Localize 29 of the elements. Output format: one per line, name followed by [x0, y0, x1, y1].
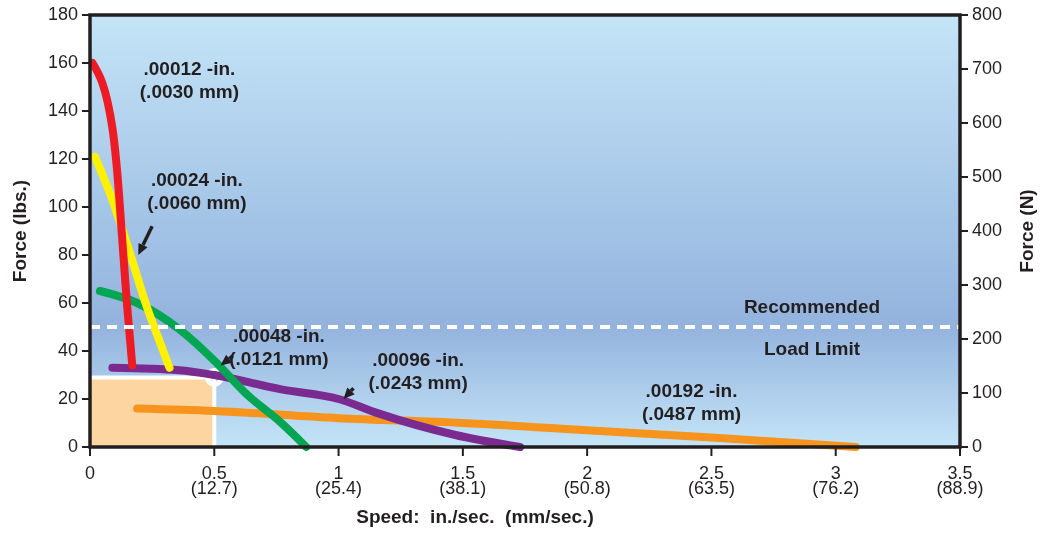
y2-axis-title: Force (N) [1016, 189, 1037, 273]
y-tick-label: 120 [47, 147, 78, 168]
x-axis-title: Speed: in./sec. (mm/sec.) [356, 506, 594, 527]
y2-tick-label: 300 [972, 273, 1003, 294]
series-label: .00048 -in. (.0121 mm) [229, 325, 329, 370]
y-tick-label: 0 [67, 435, 78, 456]
ref-line-label: Recommended Load Limit [743, 296, 881, 359]
y-tick-label: 160 [47, 51, 78, 72]
y2-tick-label: 700 [972, 57, 1003, 78]
y-tick-label: 60 [57, 291, 78, 312]
y-tick-label: 100 [47, 195, 78, 216]
y-tick-label: 40 [57, 339, 78, 360]
series-label: .00024 -in. (.0060 mm) [147, 169, 247, 214]
y2-tick-label: 500 [972, 165, 1003, 186]
series-label: .00096 -in. (.0243 mm) [368, 349, 468, 394]
y-tick-label: 180 [47, 3, 78, 24]
series-label: .00012 -in. (.0030 mm) [139, 57, 240, 102]
y-tick-label: 140 [47, 99, 78, 120]
y2-tick-label: 400 [972, 219, 1003, 240]
y-tick-label: 80 [57, 243, 78, 264]
y2-tick-label: 600 [972, 111, 1003, 132]
x-tick-label: 0 [84, 462, 96, 483]
y-axis-title: Force (lbs.) [9, 179, 30, 283]
y2-tick-label: 200 [972, 327, 1003, 348]
y2-tick-label: 800 [972, 3, 1003, 24]
y2-tick-label: 0 [972, 435, 983, 456]
series-label: .00192 -in. (.0487 mm) [641, 380, 742, 425]
y-tick-label: 20 [57, 387, 78, 408]
y2-tick-label: 100 [972, 381, 1003, 402]
